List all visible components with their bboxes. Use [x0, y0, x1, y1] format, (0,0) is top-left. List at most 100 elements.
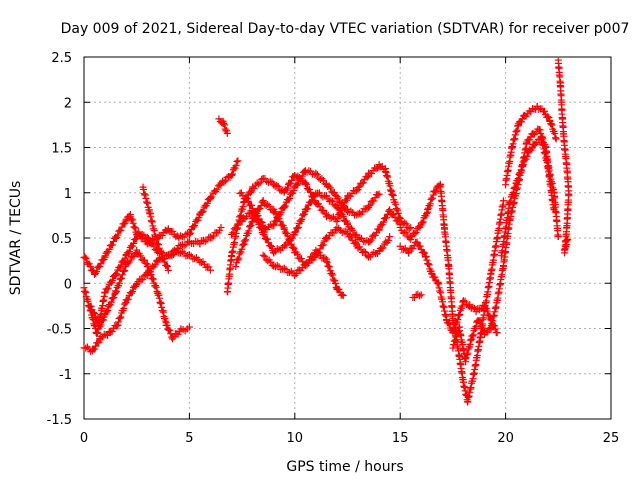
- data-point: [469, 331, 477, 339]
- data-point: [152, 282, 160, 290]
- data-point: [220, 119, 228, 127]
- y-tick-label: 2: [64, 96, 72, 111]
- data-point: [528, 144, 536, 152]
- data-point: [174, 330, 182, 338]
- data-point: [277, 209, 285, 217]
- data-point: [114, 231, 122, 239]
- data-point: [250, 184, 258, 192]
- data-point: [137, 252, 145, 260]
- data-point: [133, 235, 141, 243]
- chart-title: Day 009 of 2021, Sidereal Day-to-day VTE…: [61, 21, 630, 37]
- data-point: [322, 233, 330, 241]
- data-point: [333, 192, 341, 200]
- x-tick-label: 15: [392, 431, 409, 446]
- data-point: [217, 223, 225, 231]
- data-point: [234, 221, 242, 229]
- data-point: [108, 276, 116, 284]
- data-point: [137, 276, 145, 284]
- data-point: [138, 230, 146, 238]
- data-point: [454, 316, 462, 324]
- data-point: [130, 239, 138, 247]
- data-point: [288, 176, 296, 184]
- data-point: [374, 164, 382, 172]
- data-point: [548, 121, 556, 129]
- series-track-9: [232, 196, 394, 271]
- data-point: [407, 235, 415, 243]
- data-point: [221, 121, 229, 129]
- data-point: [375, 226, 383, 234]
- data-point: [551, 134, 559, 142]
- data-point: [82, 344, 90, 352]
- data-point: [400, 245, 408, 253]
- data-point: [451, 324, 459, 332]
- data-point: [238, 245, 246, 253]
- data-point: [323, 258, 331, 266]
- data-point: [392, 205, 400, 213]
- y-tick-label: -1: [59, 368, 72, 383]
- data-point: [233, 158, 241, 166]
- data-point: [366, 238, 374, 246]
- data-point: [145, 234, 153, 242]
- data-point: [261, 252, 269, 260]
- data-point: [185, 323, 193, 331]
- series-track-13: [396, 238, 501, 337]
- data-point: [169, 227, 177, 235]
- data-point: [455, 311, 463, 319]
- data-point: [321, 254, 329, 262]
- data-point: [116, 275, 124, 283]
- data-point: [389, 192, 397, 200]
- data-point: [423, 210, 431, 218]
- data-point: [334, 215, 342, 223]
- data-point: [544, 113, 552, 121]
- data-point: [347, 233, 355, 241]
- data-point: [418, 219, 426, 227]
- data-point: [405, 248, 413, 256]
- data-point: [244, 197, 252, 205]
- data-point: [199, 207, 207, 215]
- data-point: [233, 259, 241, 267]
- data-point: [265, 202, 273, 210]
- data-point: [92, 269, 100, 277]
- data-point: [103, 308, 111, 316]
- data-point: [456, 310, 464, 318]
- data-point: [259, 196, 267, 204]
- data-point: [307, 188, 315, 196]
- data-point: [128, 216, 136, 224]
- data-point: [143, 233, 151, 241]
- data-point: [309, 252, 317, 260]
- data-point: [166, 326, 174, 334]
- data-point: [118, 274, 126, 282]
- data-point: [206, 194, 214, 202]
- data-point: [104, 306, 112, 314]
- data-points: [80, 56, 573, 406]
- data-point: [225, 172, 233, 180]
- data-point: [292, 270, 300, 278]
- data-point: [356, 243, 364, 251]
- data-point: [450, 326, 458, 334]
- data-point: [127, 289, 135, 297]
- data-point: [331, 279, 339, 287]
- data-point: [251, 207, 259, 215]
- data-point: [100, 330, 108, 338]
- data-point: [335, 285, 343, 293]
- data-point: [431, 273, 439, 281]
- data-point: [228, 170, 236, 178]
- data-point: [347, 225, 355, 233]
- data-point: [391, 213, 399, 221]
- data-point: [163, 261, 171, 269]
- data-point: [287, 179, 295, 187]
- data-point: [228, 171, 236, 179]
- data-point: [259, 251, 267, 259]
- data-point: [249, 217, 257, 225]
- data-point: [291, 271, 299, 279]
- data-point: [330, 188, 338, 196]
- data-point: [482, 329, 490, 337]
- data-point: [334, 194, 342, 202]
- data-point: [91, 310, 99, 318]
- data-point: [268, 243, 276, 251]
- data-point: [114, 318, 122, 326]
- x-axis-title: GPS time / hours: [286, 459, 403, 475]
- data-point: [517, 118, 525, 126]
- data-point: [401, 219, 409, 227]
- data-point: [112, 270, 120, 278]
